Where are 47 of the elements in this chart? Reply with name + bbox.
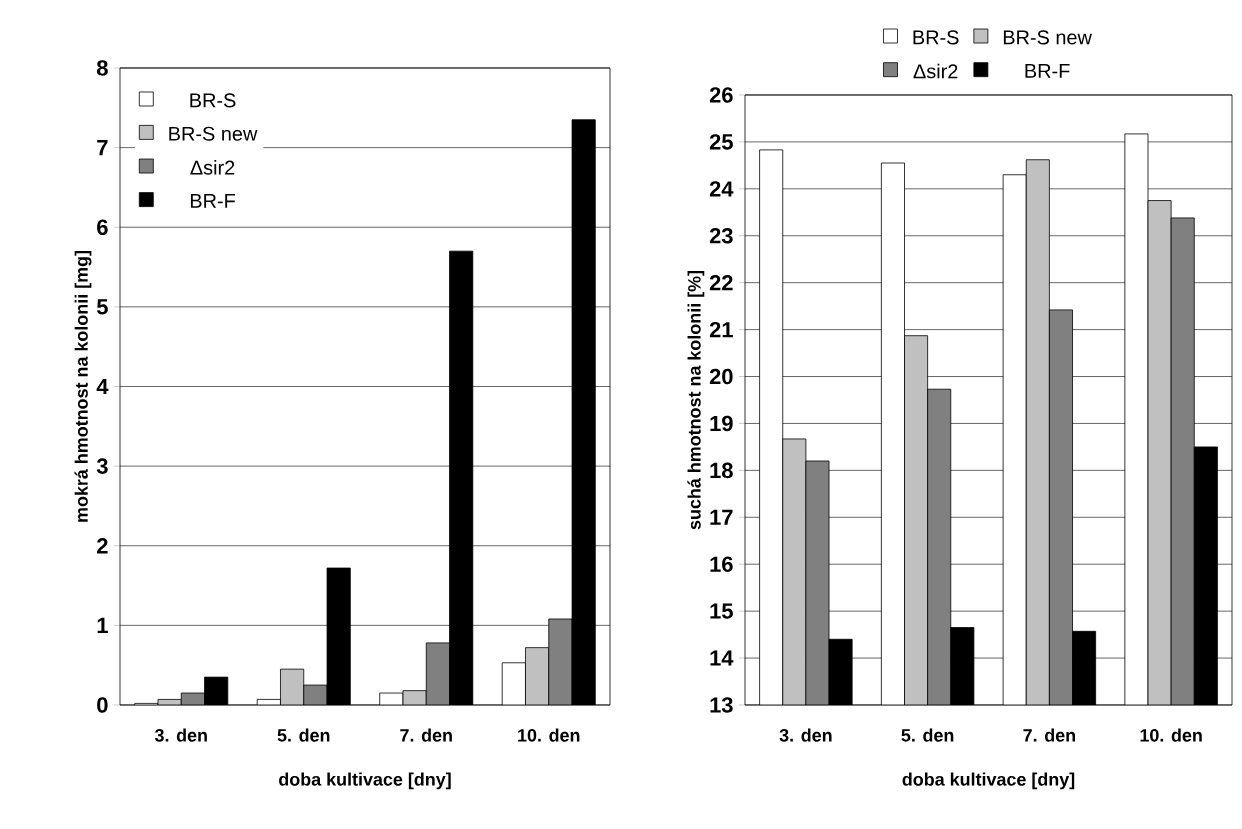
bar [548, 618, 573, 705]
y-tick-label: 15 [710, 603, 733, 619]
y-tick-label: 2 [97, 538, 108, 554]
x-tick-label: 7. den [1023, 728, 1076, 742]
legend-label: BR-F [190, 194, 235, 208]
y-tick-label: 8 [97, 60, 108, 76]
x-tick-label: 7. den [400, 728, 452, 742]
x-tick-label: 10. den [518, 728, 580, 742]
y-tick-label: 22 [709, 275, 733, 291]
legend-label: Δsir2 [190, 160, 235, 175]
x-axis-title: doba kultivace [dny] [902, 772, 1075, 790]
x-tick-label: 5. den [277, 728, 330, 742]
y-tick-label: 14 [710, 650, 734, 666]
legend-label: BR-S [190, 93, 236, 108]
y-tick-label: 19 [710, 415, 733, 432]
legend-label: Δsir2 [913, 63, 958, 79]
legend-label: BR-S new [1003, 30, 1092, 45]
legend-label: BR-S [913, 30, 959, 45]
y-axis-title: mokrá hmotnost na kolonii [mg] [74, 250, 92, 522]
y-tick-label: 7 [97, 140, 108, 156]
bar [525, 647, 550, 705]
bar [280, 668, 305, 705]
x-tick-label: 3. den [154, 728, 207, 742]
legend-label: BR-S new [169, 126, 258, 141]
y-axis-title: suchá hmotnost na kolonii [%] [687, 270, 705, 530]
x-tick-label: 5. den [901, 728, 954, 742]
y-tick-label: 0 [97, 697, 108, 713]
y-tick-label: 3 [96, 458, 108, 474]
bar [425, 642, 450, 705]
y-tick-label: 4 [96, 378, 109, 395]
y-tick-label: 24 [709, 181, 734, 197]
y-tick-label: 25 [709, 134, 733, 150]
x-tick-label: 10. den [1140, 728, 1202, 742]
y-tick-label: 23 [709, 227, 733, 244]
y-tick-label: 17 [710, 509, 733, 525]
y-tick-label: 21 [709, 321, 733, 338]
y-tick-label: 5 [96, 299, 108, 315]
y-tick-label: 1 [97, 617, 108, 633]
x-tick-label: 3. den [779, 728, 832, 742]
y-tick-label: 26 [709, 87, 733, 103]
y-tick-label: 20 [709, 368, 733, 385]
x-axis-title: doba kultivace [dny] [279, 772, 451, 790]
y-tick-label: 6 [97, 219, 108, 235]
y-tick-label: 13 [710, 697, 733, 713]
y-tick-label: 18 [710, 462, 733, 479]
legend-label: BR-F [1025, 64, 1070, 78]
y-tick-label: 16 [710, 556, 733, 572]
